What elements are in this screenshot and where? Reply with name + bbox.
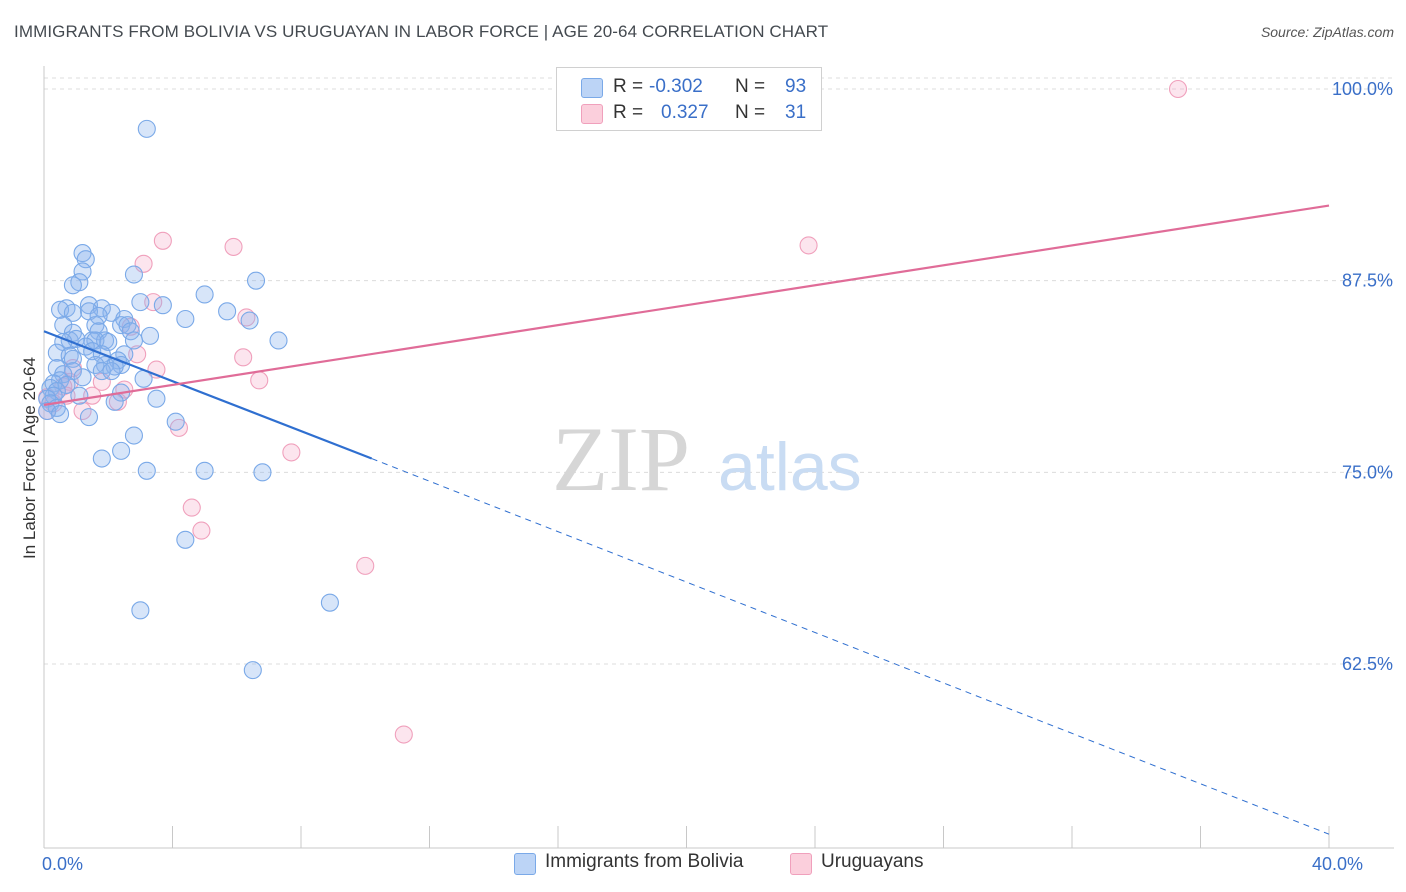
y-tick-label: 75.0% bbox=[1342, 462, 1393, 482]
bolivia-trend-extension bbox=[371, 458, 1330, 835]
uruguayan-point bbox=[250, 371, 269, 390]
grid-lines bbox=[44, 77, 1394, 665]
legend-swatch-uruguayans bbox=[581, 104, 603, 124]
bolivia-point bbox=[124, 426, 143, 445]
bolivia-point bbox=[218, 302, 237, 321]
legend-r-label: R = bbox=[613, 76, 644, 97]
bottom-legend-swatch-uruguayans bbox=[790, 853, 812, 875]
x-tick-label: 0.0% bbox=[42, 854, 83, 874]
bolivia-point bbox=[176, 309, 195, 329]
bolivia-point bbox=[112, 441, 131, 460]
bolivia-point bbox=[243, 661, 262, 680]
legend-r-label: R = bbox=[613, 102, 644, 123]
bolivia-point bbox=[131, 601, 150, 620]
bolivia-point bbox=[124, 331, 143, 350]
bolivia-point bbox=[137, 461, 156, 480]
legend-swatch-bolivia bbox=[581, 78, 603, 98]
tick-labels: 100.0% 87.5% 75.0% 62.5% 0.0% 40.0% bbox=[42, 79, 1393, 874]
bolivia-point bbox=[83, 342, 102, 361]
bolivia-point bbox=[63, 349, 82, 368]
watermark-zip: ZIP bbox=[552, 408, 690, 510]
bolivia-point bbox=[246, 271, 266, 290]
bolivia-point bbox=[137, 119, 156, 138]
legend-r-value: 0.327 bbox=[661, 102, 709, 123]
bolivia-point bbox=[92, 449, 111, 468]
uruguayan-point bbox=[192, 521, 211, 540]
bottom-legend-label-uruguayans: Uruguayans bbox=[821, 851, 924, 872]
uruguayan-point bbox=[237, 308, 256, 327]
series-bolivia-points bbox=[38, 119, 339, 680]
uruguayan-point bbox=[356, 556, 375, 575]
chart-source: Source: ZipAtlas.com bbox=[1260, 24, 1394, 40]
axes bbox=[43, 66, 1394, 849]
y-tick-label: 87.5% bbox=[1342, 271, 1393, 291]
bolivia-point bbox=[131, 293, 150, 312]
bolivia-point bbox=[51, 405, 70, 424]
bolivia-point bbox=[92, 362, 111, 381]
bolivia-point bbox=[73, 262, 92, 281]
bolivia-point bbox=[176, 530, 195, 549]
bolivia-point bbox=[79, 408, 99, 427]
correlation-legend: R = -0.302 N = 93 R = 0.327 N = 31 bbox=[556, 67, 822, 131]
chart-title: IMMIGRANTS FROM BOLIVIA VS URUGUAYAN IN … bbox=[14, 22, 829, 41]
bolivia-point bbox=[60, 346, 79, 365]
bolivia-point bbox=[140, 326, 160, 345]
bolivia-point bbox=[63, 303, 82, 322]
uruguayan-point bbox=[224, 237, 243, 256]
y-tick-label: 100.0% bbox=[1332, 79, 1393, 99]
uruguayan-point bbox=[153, 231, 172, 250]
trend-lines bbox=[43, 204, 1330, 835]
x-tick-label: 40.0% bbox=[1312, 854, 1363, 874]
uruguayan-point bbox=[394, 725, 413, 744]
bottom-legend-label-bolivia: Immigrants from Bolivia bbox=[545, 851, 744, 872]
legend-n-value: 93 bbox=[785, 76, 807, 97]
bolivia-point bbox=[195, 461, 214, 480]
bolivia-point bbox=[102, 362, 121, 381]
uruguayan-point bbox=[128, 345, 147, 364]
legend-n-label: N = bbox=[735, 102, 766, 123]
y-tick-label: 62.5% bbox=[1342, 654, 1393, 674]
bolivia-point bbox=[320, 593, 339, 612]
bolivia-point bbox=[253, 463, 272, 482]
uruguayan-point bbox=[799, 236, 818, 255]
bolivia-point bbox=[95, 331, 115, 350]
watermark-atlas: atlas bbox=[718, 429, 862, 505]
bolivia-point bbox=[124, 265, 143, 284]
legend-n-label: N = bbox=[735, 76, 766, 97]
uruguayan-trend-line bbox=[43, 204, 1330, 406]
watermark: ZIP atlas bbox=[552, 408, 862, 510]
bolivia-point bbox=[70, 386, 89, 405]
bolivia-point bbox=[63, 276, 82, 295]
bolivia-point bbox=[269, 331, 288, 350]
bolivia-point bbox=[240, 311, 259, 330]
bottom-legend-swatch-bolivia bbox=[514, 853, 536, 875]
legend-r-value: -0.302 bbox=[649, 76, 703, 97]
uruguayan-point bbox=[1168, 79, 1188, 99]
bolivia-point bbox=[73, 368, 92, 387]
uruguayan-point bbox=[282, 443, 301, 462]
bolivia-point bbox=[166, 412, 185, 431]
uruguayan-point bbox=[182, 498, 201, 517]
uruguayan-point bbox=[121, 317, 140, 336]
uruguayan-point bbox=[144, 293, 163, 312]
bolivia-trend-line bbox=[43, 330, 373, 460]
bolivia-point bbox=[195, 285, 214, 304]
bolivia-point bbox=[147, 389, 166, 408]
uruguayan-point bbox=[234, 348, 253, 367]
bolivia-point bbox=[153, 296, 172, 315]
legend-n-value: 31 bbox=[785, 102, 807, 123]
bolivia-point bbox=[112, 316, 131, 335]
